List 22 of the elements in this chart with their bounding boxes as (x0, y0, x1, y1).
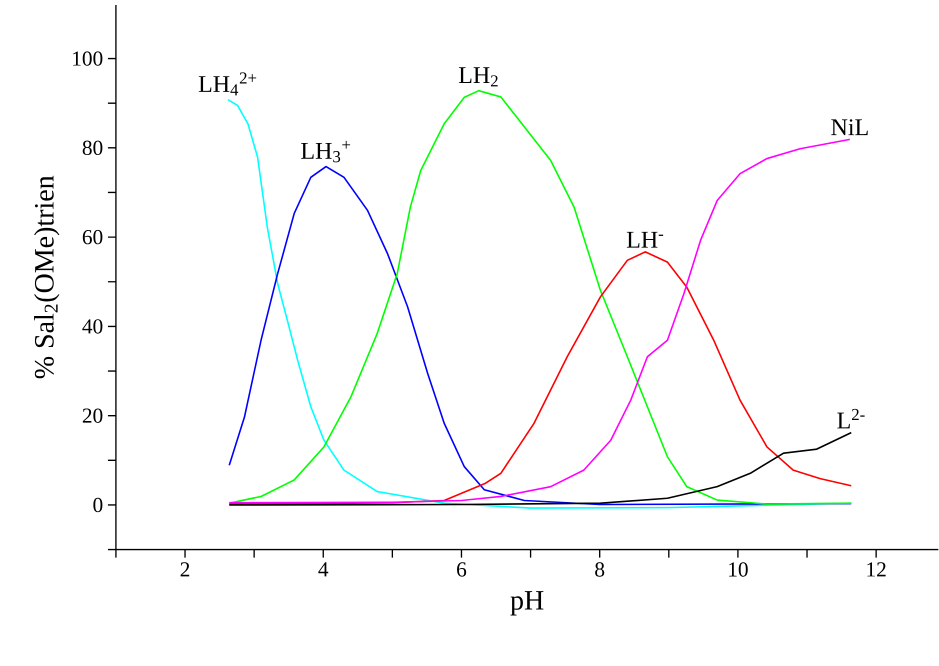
y-tick-label: 80 (82, 140, 102, 156)
line-series (228, 251, 852, 506)
y-axis-title: % Sal$_{2}$(OMe)trien (34, 176, 60, 379)
x-tick-label: 2 (180, 562, 190, 577)
y-tick-label: 0 (93, 498, 102, 512)
y-tick-label: 20 (82, 408, 102, 424)
x-axis-title: pH (510, 591, 544, 616)
x-tick-label: 10 (729, 562, 748, 577)
series-label: LH$_{4}$2+ (198, 72, 256, 96)
x-tick-label: 12 (867, 562, 886, 577)
y-tick-label: 40 (82, 319, 102, 334)
x-tick-label: 4 (318, 562, 328, 577)
y-tick-label: 100 (73, 52, 102, 66)
x-tick-label: 6 (457, 562, 466, 577)
x-tick-label: 8 (595, 562, 604, 577)
series-label: NiL (831, 119, 868, 136)
series-label: LH$^{-}$ (626, 232, 664, 248)
series-label: LH$_{2}$ (458, 68, 498, 87)
y-tick-label: 60 (82, 230, 102, 245)
series-label: LH$_{3}$+ (301, 141, 350, 163)
series-label: L$^{2-}$ (837, 409, 865, 429)
line-series (228, 432, 852, 506)
